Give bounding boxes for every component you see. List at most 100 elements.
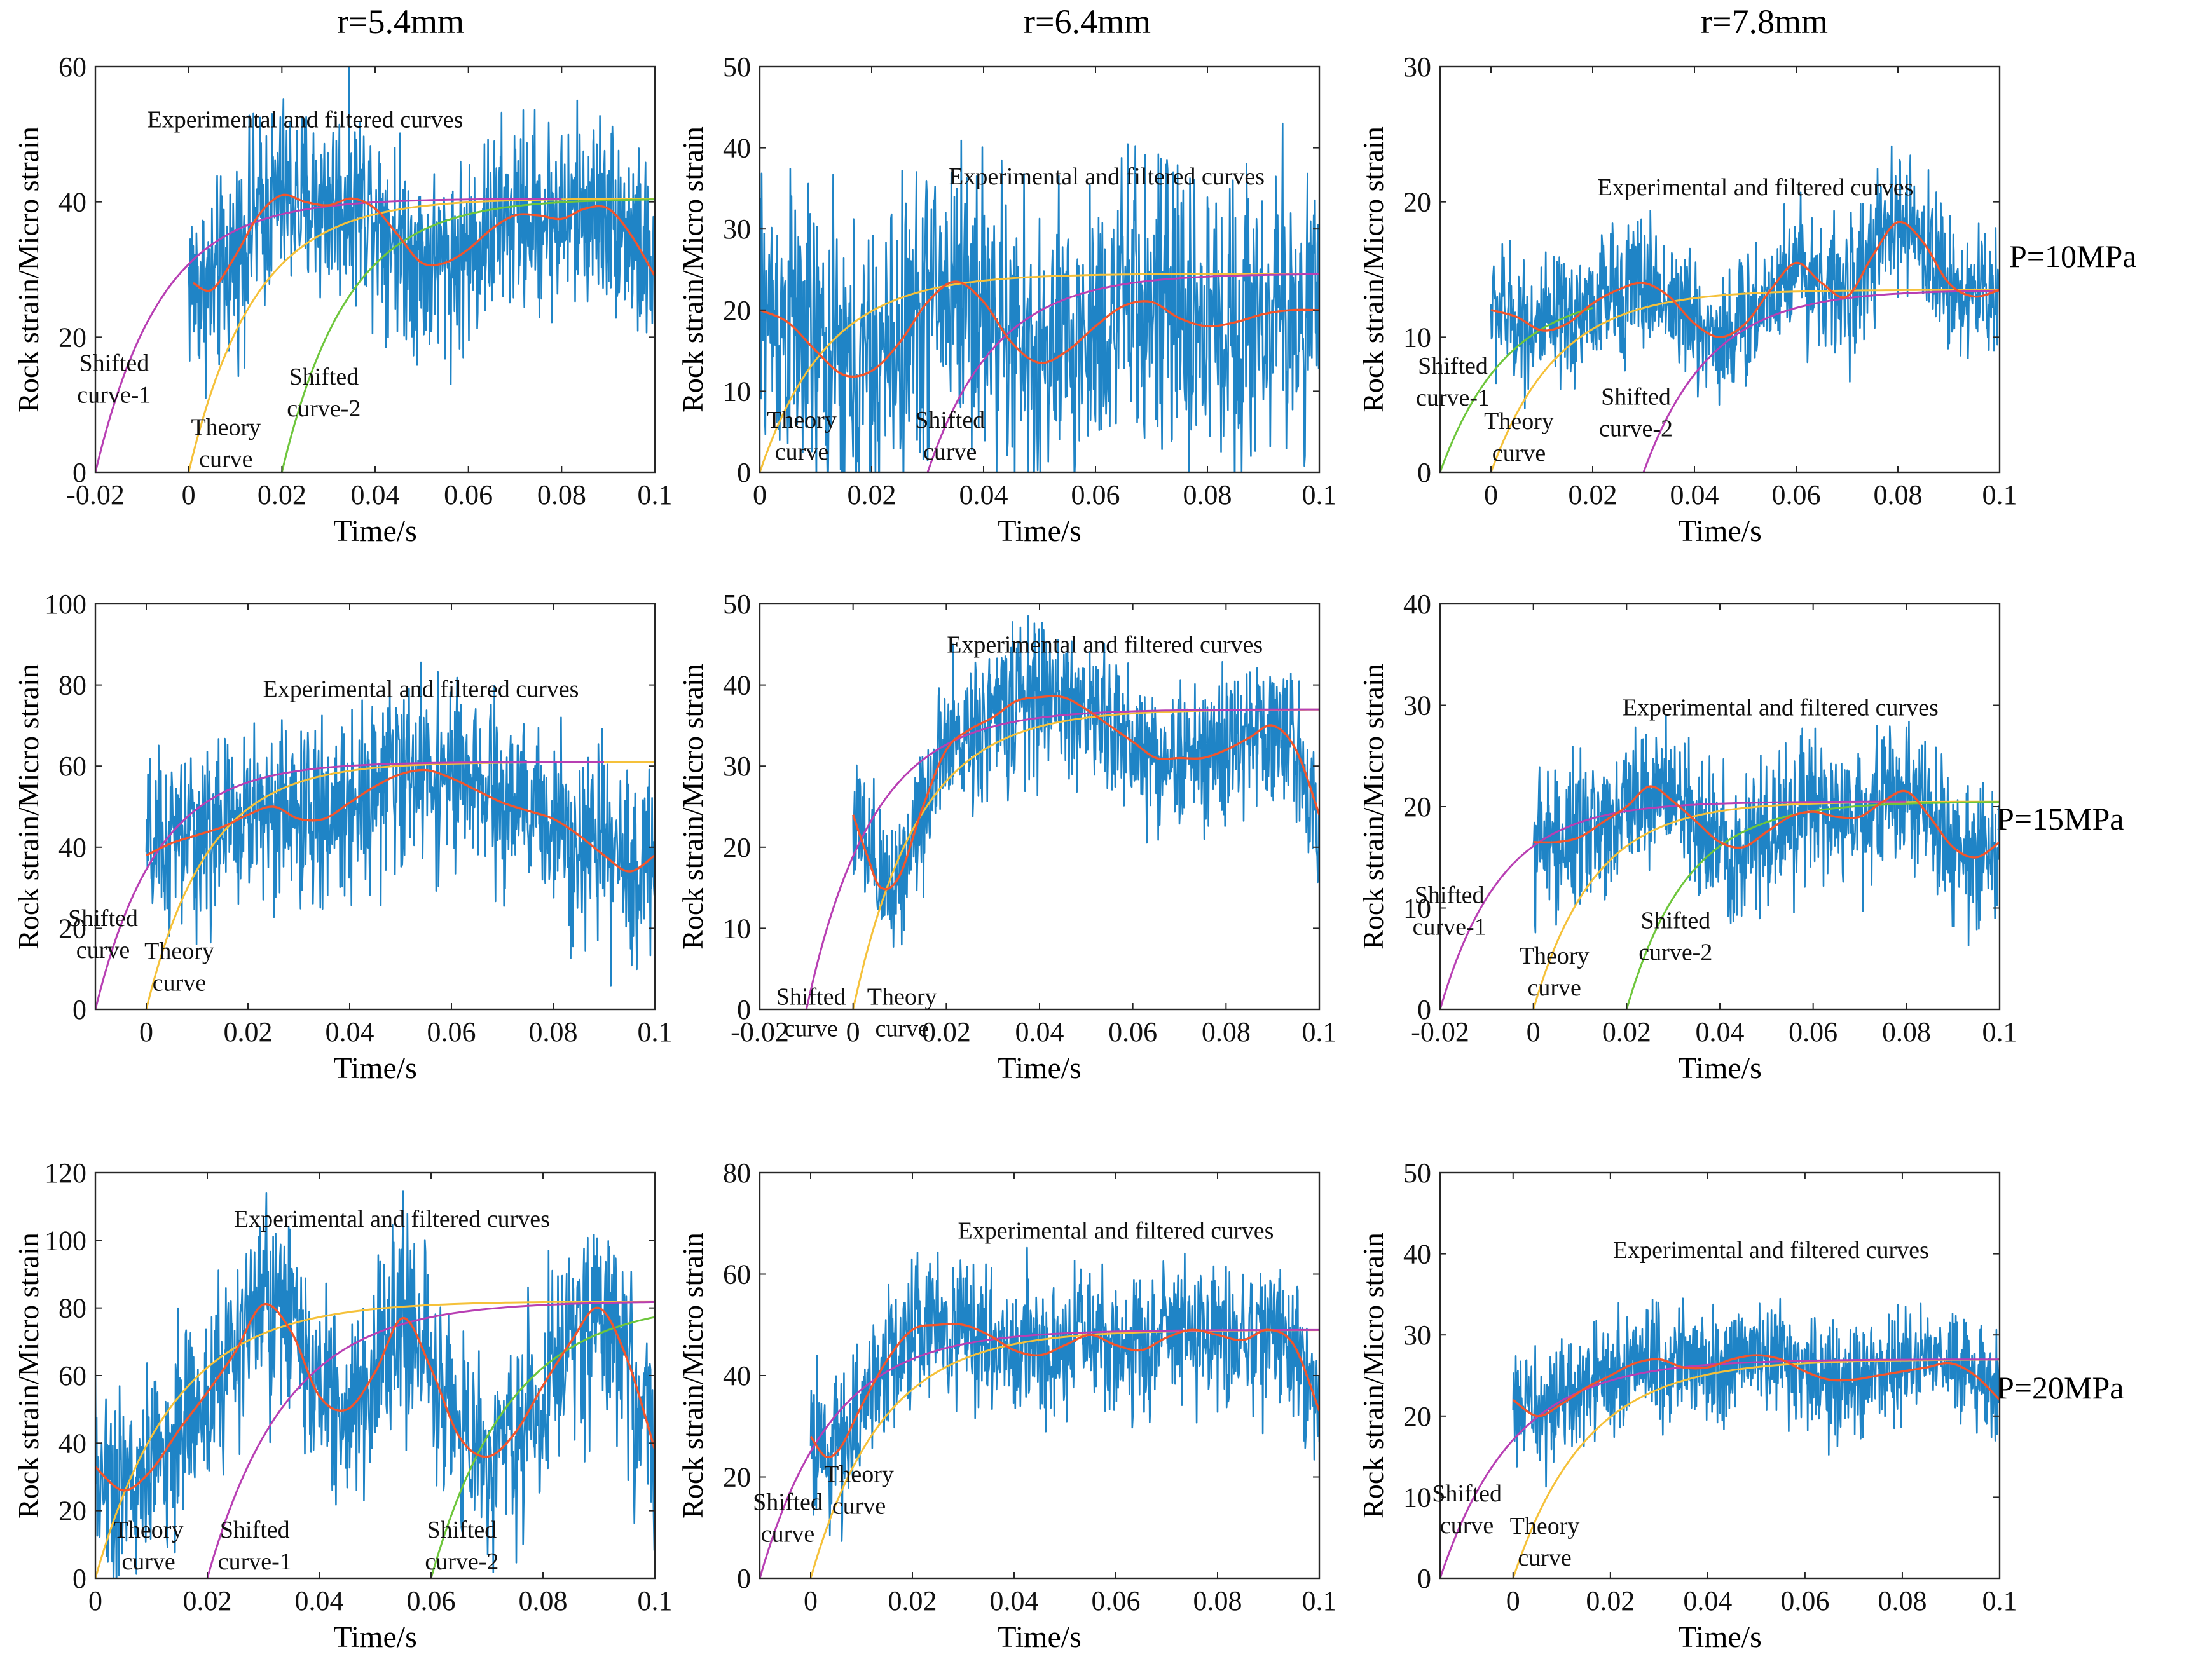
theory-curve <box>760 273 1319 472</box>
annotation-line: Shifted <box>427 1517 497 1543</box>
annotation-2: Shifted curve <box>1432 1480 1502 1539</box>
x-tick-label: 0.02 <box>848 479 896 510</box>
y-tick-label: 20 <box>1403 791 1431 823</box>
annotation-line: Shifted <box>1640 907 1710 934</box>
y-tick-label: 0 <box>737 994 751 1025</box>
y-tick-label: 0 <box>1417 457 1431 488</box>
annotation-line: curve <box>199 446 252 473</box>
y-axis-label: Rock strain/Micro strain <box>12 1233 45 1519</box>
x-tick-label: 0.08 <box>529 1016 578 1048</box>
experimental-curve <box>1490 145 2000 409</box>
shifted-curve-1 <box>95 761 604 1009</box>
experimental-curve <box>809 1246 1319 1542</box>
plot-area <box>95 67 655 472</box>
y-tick-label: 30 <box>723 751 751 782</box>
filtered-curve <box>146 768 655 873</box>
annotation-line: curve <box>1518 1545 1571 1571</box>
x-tick-label: 0.08 <box>1202 1016 1251 1048</box>
annotation-line: curve <box>76 937 130 964</box>
y-tick-label: 40 <box>723 1360 751 1391</box>
x-tick-label: 0.02 <box>922 1016 971 1048</box>
annotation-line: Theory <box>824 1461 894 1487</box>
x-tick-label: -0.02 <box>66 479 125 510</box>
annotation-line: curve <box>121 1548 175 1575</box>
x-tick-label: 0.08 <box>519 1585 568 1616</box>
y-tick-label: 60 <box>58 1360 86 1391</box>
shifted-curve-2 <box>1642 289 2000 472</box>
y-tick-label: 20 <box>1403 1401 1431 1432</box>
chart-panel-r78-p20: 0 0.02 0.04 0.06 0.08 0.1 0 10 20 30 40 50 Time/s Roc… <box>1357 1158 2017 1654</box>
x-tick-label: 0.02 <box>183 1585 232 1616</box>
shifted-curve-1 <box>1440 800 1907 1009</box>
annotation-line: Experimental and filtered curves <box>949 163 1265 190</box>
x-tick-label: 0.1 <box>638 1585 673 1616</box>
annotation-2: Shifted curve-1 <box>77 350 151 409</box>
x-tick-label: 0.04 <box>959 479 1008 510</box>
y-tick-label: 60 <box>58 51 86 83</box>
shifted-curve-1 <box>206 1301 655 1578</box>
x-axis-label: Time/s <box>333 1051 417 1085</box>
annotation-line: curve <box>875 1015 928 1042</box>
annotation-2: Theory curve <box>767 407 837 465</box>
y-tick-label: 80 <box>58 1293 86 1324</box>
annotation-line: Experimental and filtered curves <box>1613 1237 1929 1264</box>
y-axis-label: Rock strain/Micro strain <box>12 664 45 950</box>
annotation-line: Shifted <box>1418 353 1488 379</box>
chart-panel-r78-p10: 0 0.02 0.04 0.06 0.08 0.1 0 10 20 30 Time/s Rock st… <box>1357 51 2017 548</box>
y-tick-label: 0 <box>72 457 86 488</box>
y-tick-label: 20 <box>58 913 86 944</box>
y-tick-label: 0 <box>737 1563 751 1594</box>
shifted-curve-2 <box>430 1316 655 1578</box>
chart-panel-r78-p15: -0.02 0 0.02 0.04 0.06 0.08 0.1010203040Time/s… <box>1357 589 2017 1085</box>
annotation-line: Experimental and filtered curves <box>1623 694 1939 721</box>
x-tick-label: 0 <box>1506 1585 1520 1616</box>
annotation-line: Experimental and filtered curves <box>958 1218 1274 1245</box>
x-axis-label: Time/s <box>998 1620 1082 1654</box>
annotation-line: curve-1 <box>218 1548 292 1575</box>
y-tick-label: 50 <box>1403 1158 1431 1189</box>
x-tick-label: 0.02 <box>258 479 306 510</box>
annotation-line: curve <box>775 439 828 465</box>
plot-area <box>1440 715 2000 1009</box>
x-tick-label: 0.04 <box>990 1585 1039 1616</box>
annotation-line: Theory <box>1520 943 1590 969</box>
x-tick-label: 0 <box>804 1585 818 1616</box>
experimental-curve <box>760 122 1319 472</box>
annotation-line: curve <box>153 969 206 996</box>
x-tick-label: 0.04 <box>295 1585 344 1616</box>
plot-area <box>1440 1297 2000 1578</box>
x-tick-label: 0 <box>846 1016 860 1048</box>
annotation-line: Theory <box>114 1517 184 1543</box>
annotation-line: curve-2 <box>1638 939 1712 966</box>
annotation-line: Experimental and filtered curves <box>148 107 464 133</box>
x-tick-label: 0.1 <box>638 1016 673 1048</box>
x-tick-label: 0.08 <box>1874 479 1923 510</box>
annotation-line: Shifted <box>1415 882 1485 909</box>
x-tick-label: 0 <box>182 479 196 510</box>
plot-area <box>760 1246 1319 1578</box>
x-tick-label: 0.04 <box>1696 1016 1745 1048</box>
annotation-line: curve-2 <box>287 395 361 422</box>
annotation-line: Theory <box>191 414 261 441</box>
x-axis-label: Time/s <box>998 1051 1082 1085</box>
annotation-line: curve-2 <box>425 1548 498 1575</box>
y-tick-label: 0 <box>737 457 751 488</box>
y-tick-label: 10 <box>723 376 751 407</box>
filtered-curve <box>1512 1354 2000 1417</box>
y-axis-label: Rock strain/Micro strain <box>1357 1233 1389 1519</box>
y-tick-label: 40 <box>58 832 86 863</box>
y-tick-label: 0 <box>1417 1563 1431 1594</box>
y-tick-label: 40 <box>723 670 751 701</box>
chart-panel-r54-p20: 0 0.02 0.04 0.06 0.08 0.1 0 20 40 60 80 100 120 Time/… <box>12 1158 673 1654</box>
x-tick-label: 0 <box>753 479 767 510</box>
y-axis-label: Rock strain/Micro strain <box>12 126 45 413</box>
annotation-1: Experimental and filtered curves <box>1623 694 1939 721</box>
row-title-2: P=15MPa <box>1996 801 2124 837</box>
axes-box <box>1439 65 2001 474</box>
annotation-1: Experimental and filtered curves <box>947 632 1263 659</box>
annotation-2: Shifted curve <box>753 1489 823 1547</box>
x-tick-label: 0.02 <box>888 1585 937 1616</box>
annotation-line: curve <box>1440 1512 1494 1539</box>
annotation-1: Experimental and filtered curves <box>1598 174 1914 201</box>
annotation-4: Shifted curve-2 <box>287 364 361 422</box>
